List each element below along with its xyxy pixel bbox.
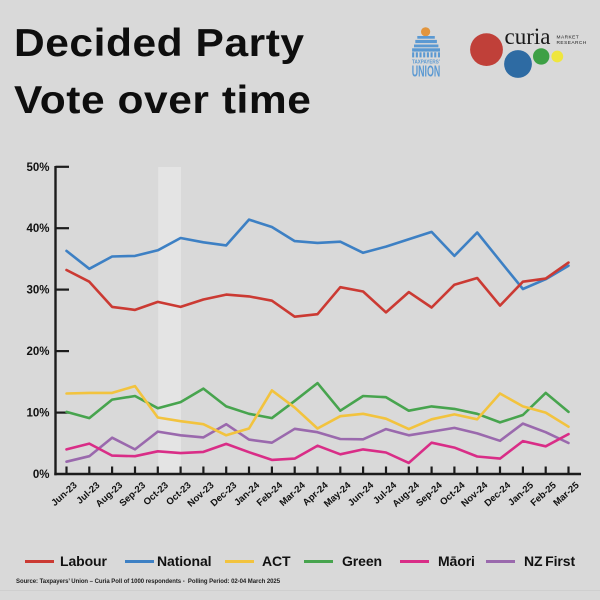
svg-text:MARKET: MARKET bbox=[557, 34, 580, 40]
svg-text:20%: 20% bbox=[26, 346, 49, 358]
svg-text:Oct-23: Oct-23 bbox=[141, 480, 170, 508]
svg-text:10%: 10% bbox=[26, 408, 49, 420]
svg-text:Mar-25: Mar-25 bbox=[551, 480, 582, 509]
svg-text:TAXPAYERS’: TAXPAYERS’ bbox=[412, 59, 440, 65]
svg-text:Jun-23: Jun-23 bbox=[49, 480, 79, 509]
svg-text:Jun-24: Jun-24 bbox=[346, 480, 377, 509]
svg-text:30%: 30% bbox=[26, 285, 49, 297]
svg-text:50%: 50% bbox=[26, 162, 49, 174]
svg-text:RESEARCH: RESEARCH bbox=[557, 40, 587, 46]
svg-text:40%: 40% bbox=[26, 223, 49, 235]
svg-text:Sep-24: Sep-24 bbox=[414, 480, 445, 509]
svg-text:Dec-23: Dec-23 bbox=[209, 480, 240, 509]
svg-text:UNION: UNION bbox=[412, 63, 441, 80]
svg-text:0%: 0% bbox=[33, 469, 50, 481]
svg-text:Sep-23: Sep-23 bbox=[117, 480, 148, 509]
svg-text:curia: curia bbox=[505, 24, 551, 49]
